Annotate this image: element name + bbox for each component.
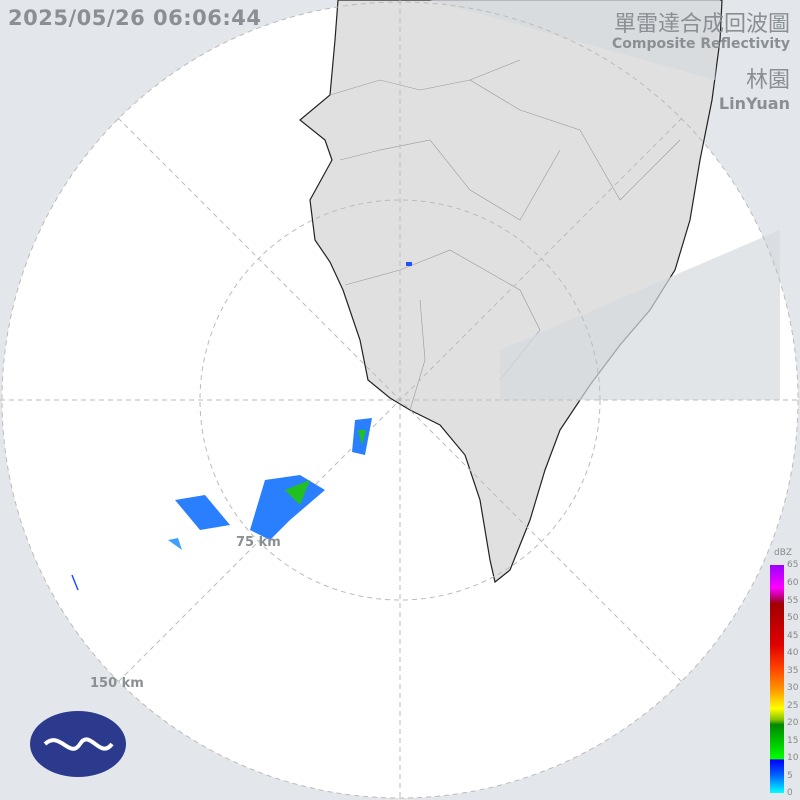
legend-tick: 30: [787, 683, 799, 693]
title-zh: 單雷達合成回波圖: [613, 12, 790, 37]
legend-tick: 50: [787, 613, 799, 623]
legend-tick: 20: [787, 718, 799, 728]
title-en: Composite Reflectivity: [612, 36, 790, 52]
logo: [30, 711, 126, 777]
range-label-150: 150 km: [90, 676, 144, 691]
station-en: LinYuan: [718, 94, 790, 113]
legend-tick: 65: [787, 560, 799, 570]
station-zh: 林園: [745, 68, 790, 93]
legend-colorbar: [770, 565, 784, 793]
product-title: 單雷達合成回波圖 Composite Reflectivity 林園 LinYu…: [612, 6, 790, 113]
legend-tick: 55: [787, 596, 799, 606]
legend-tick: 5: [787, 771, 793, 781]
legend-tick: 25: [787, 701, 799, 711]
legend-tick: 40: [787, 648, 799, 658]
range-label-75: 75 km: [236, 535, 281, 550]
legend-unit: dBZ: [774, 548, 793, 558]
legend-tick: 0: [787, 788, 793, 798]
legend-tick: 15: [787, 736, 799, 746]
timestamp: 2025/05/26 06:06:44: [8, 6, 262, 30]
legend-tick: 35: [787, 666, 799, 676]
beam-blockage: [430, 0, 720, 80]
legend-tick: 45: [787, 631, 799, 641]
land-taiwan: [299, 0, 723, 584]
echoes: [71, 262, 412, 591]
legend-tick: 60: [787, 578, 799, 588]
legend-tick: 10: [787, 753, 799, 763]
beam-blockage: [500, 230, 780, 400]
